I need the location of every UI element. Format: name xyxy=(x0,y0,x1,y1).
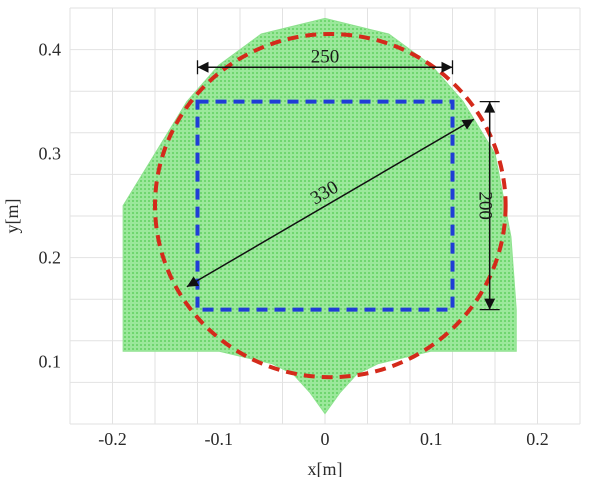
y-tick-label: 0.3 xyxy=(39,144,62,164)
workspace-region-layer xyxy=(122,17,517,415)
dimension-label: 200 xyxy=(475,191,496,220)
overlay-layer xyxy=(153,32,508,380)
x-tick-label: 0.2 xyxy=(526,429,549,449)
x-tick-label: 0 xyxy=(321,429,330,449)
dimension-arrowhead xyxy=(484,101,496,113)
x-axis-label: x[m] xyxy=(308,459,343,477)
x-tick-label: -0.2 xyxy=(98,429,127,449)
dimension-arrowhead xyxy=(461,119,474,130)
tick-labels: -0.2 -0.1 0 0.1 0.2 0.1 0.2 0.3 0.4 xyxy=(39,40,549,449)
y-tick-label: 0.2 xyxy=(39,248,62,268)
x-tick-label: -0.1 xyxy=(205,429,234,449)
workspace-region xyxy=(122,17,517,415)
inscribed-circle xyxy=(153,32,508,380)
dimension-label: 250 xyxy=(311,46,340,67)
dimension-arrowhead xyxy=(197,61,209,73)
dimension-arrowhead xyxy=(441,61,453,73)
y-axis-label: y[m] xyxy=(2,199,22,234)
dimension-line xyxy=(186,118,475,288)
dimension-arrowhead xyxy=(484,298,496,310)
x-tick-label: 0.1 xyxy=(420,429,443,449)
y-tick-label: 0.4 xyxy=(39,40,62,60)
inscribed-rectangle xyxy=(195,99,455,312)
dimension-arrowhead xyxy=(186,276,200,287)
y-tick-label: 0.1 xyxy=(39,352,62,372)
